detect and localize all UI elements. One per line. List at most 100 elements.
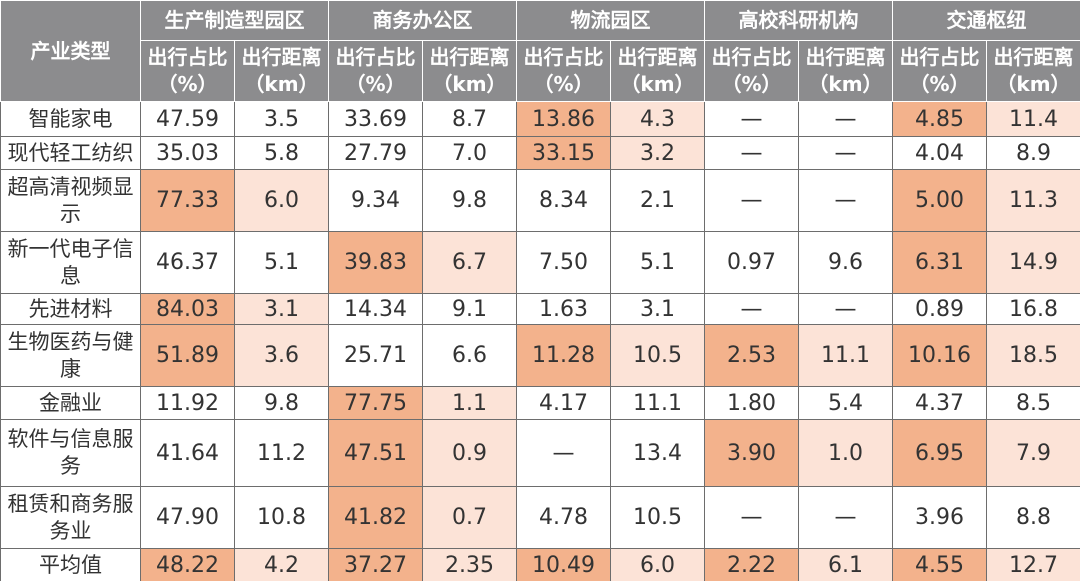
table-cell: 2.22 [704,548,799,581]
table-cell: 12.7 [986,548,1080,581]
sub-header: 出行占比（%） [328,40,423,102]
table-cell: 33.15 [516,136,611,170]
table-cell: — [704,101,799,137]
table-cell: 0.89 [892,293,987,325]
table-cell: — [798,101,893,137]
sub-header: 出行占比（%） [140,40,235,102]
table-row: 先进材料 84.03 3.1 14.34 9.1 1.63 3.1— —0.89 16.8 [0,293,1080,325]
table-cell: 5.00 [892,169,987,232]
table-cell: 3.1 [610,293,705,325]
table-cell: 47.59 [140,101,235,137]
table-cell: — [704,169,799,232]
table-cell: 1.63 [516,293,611,325]
table-cell: — [704,293,799,325]
table-cell: 10.8 [234,486,329,549]
table-cell: 4.55 [892,548,987,581]
row-label: 租赁和商务服务业 [0,486,141,549]
table-cell: 9.6 [798,231,893,294]
table-cell: — [704,136,799,170]
table-cell: 9.1 [422,293,517,325]
table-cell: 11.2 [234,419,329,487]
table-cell: — [798,293,893,325]
table-row: 金融业 11.92 9.8 77.75 1.1 4.17 11.1 1.80 5.4 4.37 8.… [0,386,1080,420]
row-label: 智能家电 [0,101,141,137]
table-cell: 7.0 [422,136,517,170]
table-cell: — [798,136,893,170]
sub-header: 出行占比（%） [704,40,799,102]
table-cell: 5.1 [610,231,705,294]
table-cell: — [798,169,893,232]
sub-header: 出行距离（km） [986,40,1080,102]
group-header: 高校科研机构 [704,0,893,41]
table-cell: 48.22 [140,548,235,581]
group-header: 生产制造型园区 [140,0,329,41]
table-cell: 1.0 [798,419,893,487]
table-cell: 11.4 [986,101,1080,137]
table-cell: 10.5 [610,486,705,549]
table-cell: 9.34 [328,169,423,232]
table-cell: 37.27 [328,548,423,581]
table-cell: 16.8 [986,293,1080,325]
table-row: 生物医药与健康 51.89 3.6 25.71 6.6 11.28 10.5 2.53 11.1… [0,324,1080,387]
table-cell: 2.35 [422,548,517,581]
table-cell: 7.50 [516,231,611,294]
table-cell: 3.5 [234,101,329,137]
sub-header: 出行距离（km） [422,40,517,102]
table-cell: 41.64 [140,419,235,487]
table-cell: 14.9 [986,231,1080,294]
table-cell: 10.16 [892,324,987,387]
table-row: 租赁和商务服务业 47.90 10.8 41.82 0.7 4.78 10.5— —3.96 8… [0,486,1080,549]
table-cell: 6.0 [234,169,329,232]
row-label: 软件与信息服务 [0,419,141,487]
table-cell: 8.9 [986,136,1080,170]
table-cell: 6.6 [422,324,517,387]
table-cell: 10.49 [516,548,611,581]
table-cell: 4.85 [892,101,987,137]
table-cell: 0.7 [422,486,517,549]
table-cell: 4.04 [892,136,987,170]
table-row: 现代轻工纺织 35.03 5.8 27.79 7.0 33.15 3.2— —4.04 8.9 [0,136,1080,170]
sub-header: 出行占比（%） [516,40,611,102]
group-header: 物流园区 [516,0,705,41]
table-cell: 18.5 [986,324,1080,387]
table-cell: 8.34 [516,169,611,232]
table-cell: 5.4 [798,386,893,420]
table-row: 新一代电子信息 46.37 5.1 39.83 6.7 7.50 5.1 0.97 9.6 6.3… [0,231,1080,294]
table-cell: 6.0 [610,548,705,581]
table-cell: 11.1 [610,386,705,420]
table-cell: 11.3 [986,169,1080,232]
row-label: 平均值 [0,548,141,581]
table-cell: — [798,486,893,549]
sub-header: 出行占比（%） [892,40,987,102]
row-label: 现代轻工纺织 [0,136,141,170]
table-cell: 47.51 [328,419,423,487]
row-label: 生物医药与健康 [0,324,141,387]
row-label: 新一代电子信息 [0,231,141,294]
table-cell: 9.8 [234,386,329,420]
table-cell: 2.1 [610,169,705,232]
table-cell: 3.96 [892,486,987,549]
table-cell: 27.79 [328,136,423,170]
table-cell: 25.71 [328,324,423,387]
table-cell: 39.83 [328,231,423,294]
table-cell: 11.28 [516,324,611,387]
table-cell: 5.8 [234,136,329,170]
table-cell: 41.82 [328,486,423,549]
table-cell: 9.8 [422,169,517,232]
table-cell: 6.7 [422,231,517,294]
table-cell: — [516,419,611,487]
table-cell: 0.97 [704,231,799,294]
table-cell: 2.53 [704,324,799,387]
table-cell: 47.90 [140,486,235,549]
table-cell: 77.33 [140,169,235,232]
table-row: 智能家电 47.59 3.5 33.69 8.7 13.86 4.3— —4.85 11.4 [0,101,1080,137]
table-row: 平均值 48.22 4.2 37.27 2.35 10.49 6.0 2.22 6.1 4.55 1… [0,548,1080,581]
table-row: 软件与信息服务 41.64 11.2 47.51 0.9—13.4 3.90 1.0 6.95… [0,419,1080,487]
table-cell: 3.6 [234,324,329,387]
table-cell: 4.37 [892,386,987,420]
table-cell: 46.37 [140,231,235,294]
table-cell: 5.1 [234,231,329,294]
table-cell: 3.1 [234,293,329,325]
table-cell: — [704,486,799,549]
